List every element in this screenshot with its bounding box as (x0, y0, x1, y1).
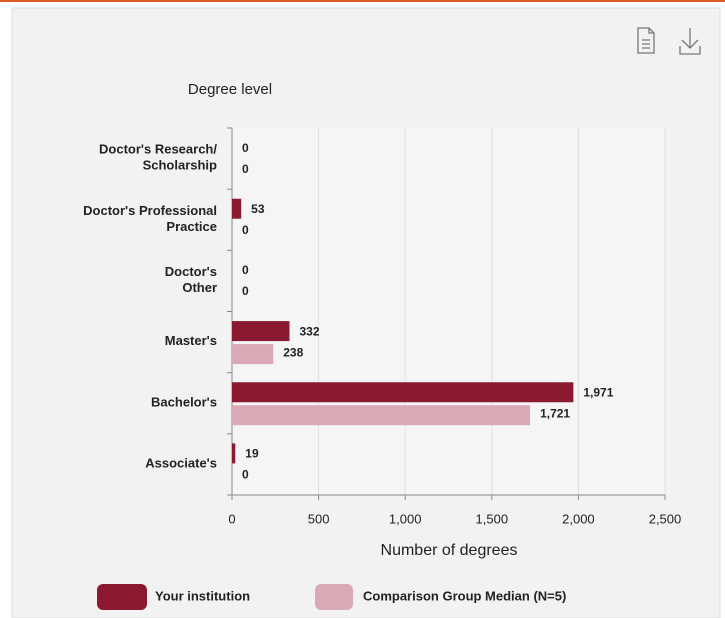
x-tick-label: 0 (228, 511, 235, 526)
bar (232, 321, 290, 342)
download-icon[interactable] (679, 28, 701, 55)
value-label: 53 (251, 202, 265, 216)
value-label: 0 (242, 263, 249, 277)
x-tick-label: 1,000 (389, 511, 422, 526)
legend-label: Comparison Group Median (N=5) (363, 588, 566, 603)
report-icon[interactable] (637, 27, 655, 54)
y-tick-label-line: Doctor's (165, 264, 217, 279)
value-label: 1,721 (540, 406, 570, 420)
y-tick-label: Master's (165, 334, 217, 349)
x-tick-label: 2,500 (649, 511, 682, 526)
x-tick-label: 2,000 (562, 511, 595, 526)
y-tick-label: Associate's (145, 456, 217, 471)
value-label: 0 (242, 223, 249, 237)
y-tick-label: Doctor's Professional Practice (83, 203, 217, 234)
y-tick-label-line: Practice (166, 219, 217, 234)
value-label: 0 (242, 468, 249, 482)
legend-swatch (315, 584, 353, 610)
bar (232, 198, 242, 219)
y-tick-label: Doctor's Other (165, 264, 217, 295)
value-label: 19 (245, 447, 259, 461)
y-tick-label-line: Associate's (145, 456, 217, 471)
x-tick-label: 500 (308, 511, 330, 526)
x-axis-title: Number of degrees (381, 542, 518, 559)
y-tick-label-line: Doctor's Professional (83, 203, 217, 218)
x-tick-label: 1,500 (476, 511, 509, 526)
plot-area (232, 128, 665, 495)
bar (232, 344, 274, 365)
y-axis-title: Degree level (188, 81, 272, 98)
y-tick-label-line: Doctor's Research/ (99, 142, 217, 157)
value-label: 0 (242, 141, 249, 155)
value-label: 0 (242, 284, 249, 298)
bar (232, 382, 574, 403)
y-tick-label-line: Scholarship (143, 158, 217, 173)
top-bar (0, 0, 725, 2)
legend-swatch (97, 584, 147, 610)
bar (232, 443, 236, 464)
value-label: 1,971 (583, 385, 613, 399)
value-label: 238 (283, 345, 303, 359)
y-tick-label-line: Other (182, 280, 217, 295)
y-tick-label: Bachelor's (151, 395, 217, 410)
value-label: 332 (300, 324, 320, 338)
legend-label: Your institution (155, 588, 250, 603)
y-tick-label-line: Master's (165, 334, 217, 349)
y-tick-label-line: Bachelor's (151, 395, 217, 410)
y-tick-label: Doctor's Research/Scholarship (99, 142, 217, 173)
value-label: 0 (242, 162, 249, 176)
bar (232, 405, 531, 426)
